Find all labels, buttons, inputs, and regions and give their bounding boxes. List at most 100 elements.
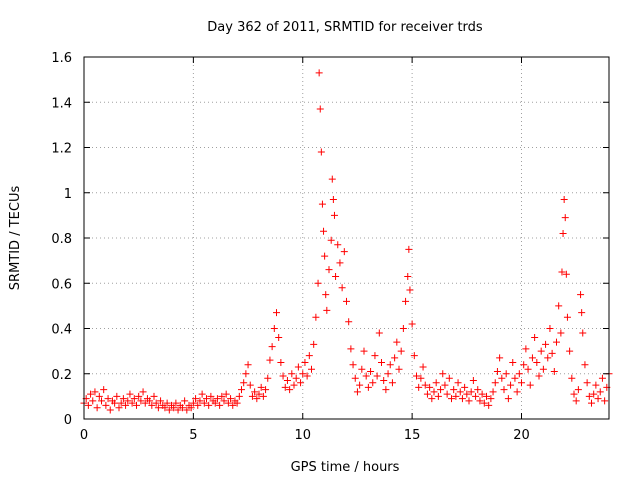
data-point bbox=[102, 401, 110, 409]
y-tick-label: 0 bbox=[64, 413, 72, 428]
data-point bbox=[322, 291, 330, 299]
data-point bbox=[257, 383, 265, 391]
data-point bbox=[402, 297, 410, 305]
data-point bbox=[406, 286, 414, 294]
data-point bbox=[299, 370, 307, 378]
data-point bbox=[113, 392, 121, 400]
y-tick-label: 0.8 bbox=[51, 232, 72, 247]
data-point bbox=[95, 392, 103, 400]
data-point bbox=[535, 372, 543, 380]
data-point bbox=[126, 390, 134, 398]
data-point bbox=[496, 354, 504, 362]
x-tick-label: 15 bbox=[404, 428, 421, 443]
y-tick-label: 1.2 bbox=[51, 142, 72, 157]
data-point bbox=[321, 252, 329, 260]
data-point bbox=[598, 374, 606, 382]
y-axis-label: SRMTID / TECUs bbox=[8, 186, 23, 291]
data-point bbox=[373, 372, 381, 380]
axes bbox=[83, 56, 610, 420]
data-point bbox=[430, 388, 438, 396]
data-point bbox=[585, 392, 593, 400]
data-point bbox=[553, 338, 560, 346]
chart-title: Day 362 of 2011, SRMTID for receiver trd… bbox=[207, 20, 483, 35]
data-point bbox=[533, 358, 541, 366]
data-point bbox=[316, 105, 324, 113]
x-tick-label: 5 bbox=[189, 428, 197, 443]
data-point bbox=[489, 388, 497, 396]
data-point bbox=[520, 361, 528, 369]
data-point bbox=[146, 397, 154, 405]
data-point bbox=[345, 318, 353, 326]
data-point bbox=[469, 377, 477, 385]
data-point bbox=[362, 372, 370, 380]
data-point bbox=[119, 395, 127, 403]
data-point bbox=[443, 390, 451, 398]
data-point bbox=[334, 241, 342, 249]
data-point bbox=[170, 404, 178, 412]
data-point bbox=[441, 381, 449, 389]
data-point bbox=[303, 372, 311, 380]
data-point bbox=[395, 365, 403, 373]
data-point bbox=[124, 397, 132, 405]
data-point bbox=[240, 379, 248, 387]
data-point bbox=[393, 338, 401, 346]
data-point bbox=[524, 365, 532, 373]
data-point bbox=[415, 383, 423, 391]
data-point bbox=[588, 399, 595, 407]
data-point bbox=[338, 284, 346, 292]
data-point bbox=[336, 259, 344, 267]
data-point bbox=[198, 390, 206, 398]
data-point bbox=[353, 388, 361, 396]
data-point bbox=[242, 370, 250, 378]
data-point bbox=[391, 354, 399, 362]
data-point bbox=[419, 363, 427, 371]
data-point bbox=[248, 392, 256, 400]
data-point bbox=[266, 356, 274, 364]
data-point bbox=[259, 392, 267, 400]
data-point bbox=[154, 404, 162, 412]
data-point bbox=[255, 390, 263, 398]
data-point bbox=[301, 358, 309, 366]
data-point bbox=[380, 377, 388, 385]
data-point bbox=[476, 397, 484, 405]
data-point bbox=[328, 175, 336, 183]
data-point bbox=[437, 386, 445, 394]
data-point bbox=[448, 395, 455, 403]
data-point bbox=[172, 399, 180, 407]
data-point bbox=[421, 381, 429, 389]
data-point bbox=[98, 397, 105, 405]
data-point bbox=[590, 390, 598, 398]
data-point bbox=[544, 354, 552, 362]
data-point bbox=[454, 379, 462, 387]
data-point bbox=[360, 347, 368, 355]
data-point bbox=[596, 388, 604, 396]
grid-lines bbox=[84, 57, 609, 419]
data-point bbox=[539, 365, 547, 373]
data-point bbox=[426, 383, 434, 391]
data-point bbox=[253, 395, 261, 403]
data-point bbox=[187, 404, 195, 412]
data-point bbox=[318, 200, 326, 208]
data-point bbox=[537, 347, 545, 355]
data-point bbox=[478, 390, 486, 398]
data-point bbox=[343, 297, 350, 305]
data-point bbox=[563, 313, 571, 321]
data-point bbox=[330, 211, 338, 219]
data-point bbox=[568, 374, 576, 382]
data-point bbox=[528, 354, 536, 362]
data-point bbox=[500, 386, 508, 394]
data-point bbox=[264, 374, 272, 382]
data-point bbox=[192, 395, 200, 403]
y-tick-label: 0.4 bbox=[51, 323, 72, 338]
data-point bbox=[194, 401, 202, 409]
data-point bbox=[507, 381, 515, 389]
data-point bbox=[417, 374, 425, 382]
data-point bbox=[513, 388, 521, 396]
data-point bbox=[465, 397, 473, 405]
x-tick-label: 20 bbox=[513, 428, 530, 443]
data-point bbox=[583, 379, 591, 387]
data-point bbox=[483, 392, 490, 400]
data-point bbox=[531, 334, 539, 342]
data-point bbox=[251, 388, 259, 396]
x-tick-label: 0 bbox=[80, 428, 88, 443]
